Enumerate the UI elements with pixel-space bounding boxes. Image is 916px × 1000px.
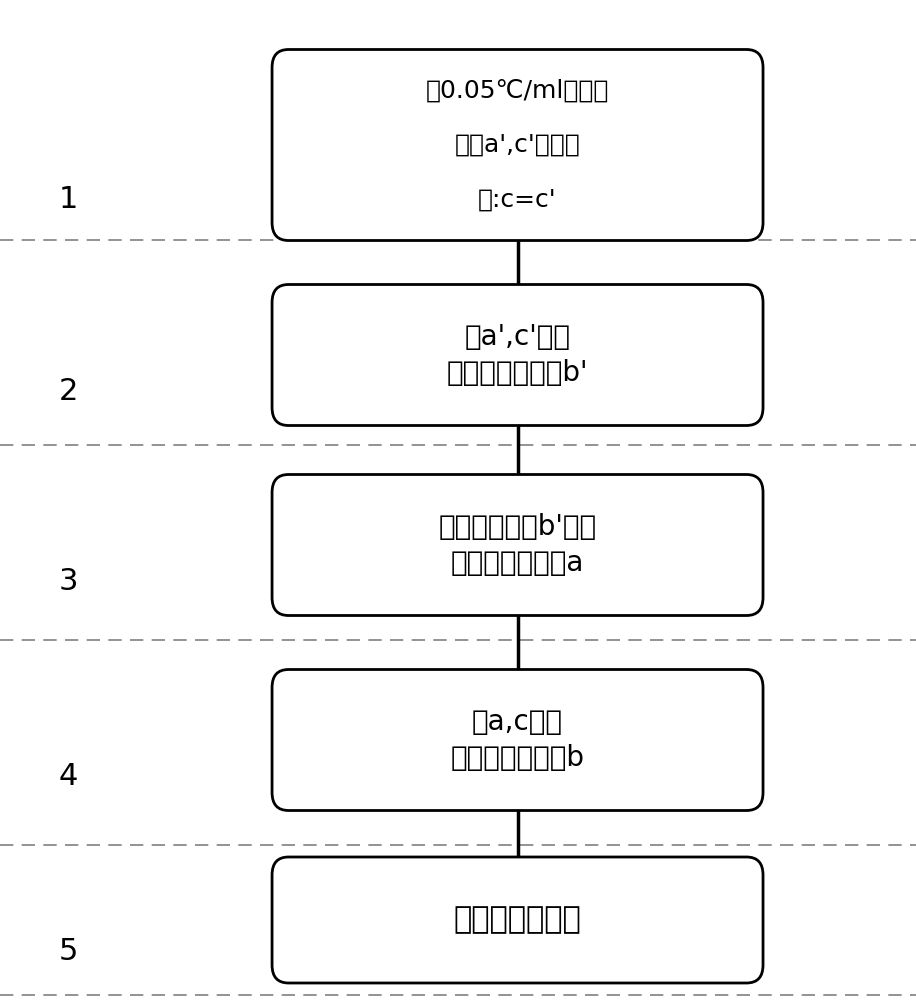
FancyBboxPatch shape bbox=[272, 50, 763, 240]
FancyBboxPatch shape bbox=[272, 670, 763, 810]
FancyBboxPatch shape bbox=[272, 475, 763, 615]
Text: 2: 2 bbox=[59, 377, 79, 406]
Text: 用最小方差确定b': 用最小方差确定b' bbox=[447, 359, 588, 387]
Text: 3: 3 bbox=[59, 567, 79, 596]
Text: 用0.05℃/ml临界値: 用0.05℃/ml临界値 bbox=[426, 79, 609, 103]
Text: 用最小方差确定a: 用最小方差确定a bbox=[451, 549, 584, 577]
Text: 从上均匀层到b'之间: 从上均匀层到b'之间 bbox=[439, 513, 596, 541]
Text: 在a,c之间: 在a,c之间 bbox=[472, 708, 563, 736]
Text: 在a',c'之间: 在a',c'之间 bbox=[464, 323, 571, 351]
FancyBboxPatch shape bbox=[272, 857, 763, 983]
Text: 5: 5 bbox=[59, 937, 79, 966]
Text: 初定a',c'两点；: 初定a',c'两点； bbox=[454, 133, 581, 157]
Text: 1: 1 bbox=[59, 185, 79, 214]
Text: 4: 4 bbox=[59, 762, 79, 791]
FancyBboxPatch shape bbox=[272, 284, 763, 426]
Text: 计算跃层特征値: 计算跃层特征値 bbox=[453, 906, 582, 934]
Text: 用最小方差确定b: 用最小方差确定b bbox=[451, 744, 584, 772]
Text: 令:c=c': 令:c=c' bbox=[478, 187, 557, 211]
